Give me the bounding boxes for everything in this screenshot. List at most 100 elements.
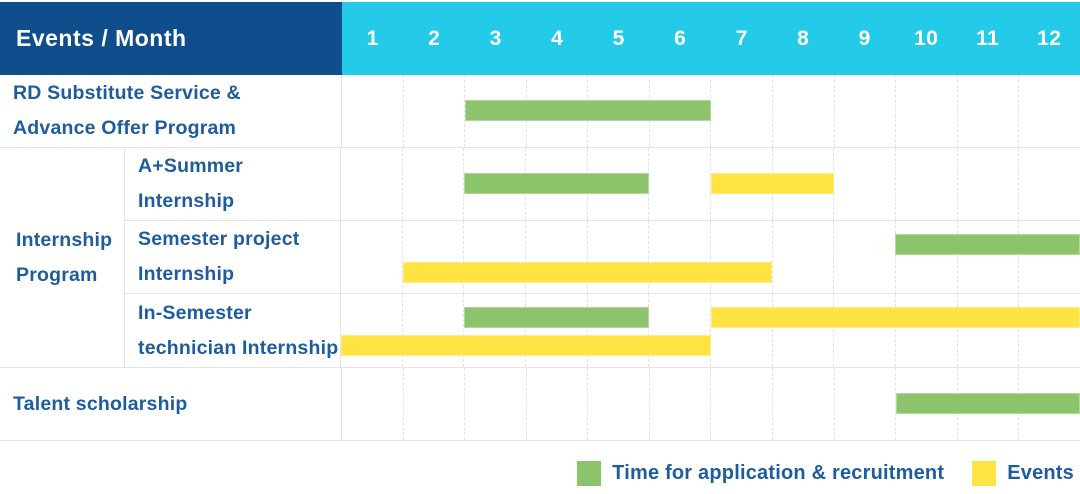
month-gridline-column	[833, 368, 896, 440]
row-label-cell: Semester project Internship	[125, 221, 341, 293]
month-label-6: 6	[674, 26, 687, 50]
month-gridline-column	[342, 368, 403, 440]
row-label-line: Advance Offer Program	[13, 117, 237, 139]
legend-label-application: Time for application & recruitment	[612, 461, 945, 484]
month-gridline-column	[956, 75, 1019, 147]
row-label-cell: Talent scholarship	[0, 368, 342, 440]
month-label-11: 11	[976, 26, 1000, 50]
row-timeline	[341, 294, 1080, 367]
table-body: RD Substitute Service & Advance Offer Pro…	[0, 75, 1080, 441]
gantt-bar-application	[895, 393, 1080, 414]
month-gridline-column	[710, 221, 772, 293]
month-gridline-column	[648, 148, 710, 220]
month-gridline-column	[1018, 221, 1080, 293]
month-gridline-column	[772, 75, 834, 147]
row-timeline	[342, 368, 1080, 440]
gantt-bar-application	[895, 234, 1080, 255]
month-gridline-column	[895, 221, 957, 293]
month-gridline-column	[1018, 294, 1080, 367]
month-gridline-column	[342, 75, 403, 147]
table-row: A+Summer Internship	[125, 148, 1080, 221]
month-label-2: 2	[428, 26, 441, 50]
month-label-1: 1	[366, 26, 379, 50]
row-label-line: Internship	[138, 190, 235, 212]
month-label-12: 12	[1037, 26, 1062, 50]
month-gridline-column	[1018, 148, 1080, 220]
row-label-line: RD Substitute Service &	[13, 82, 241, 104]
legend-label-events: Events	[1007, 461, 1074, 484]
table-row: Talent scholarship	[0, 368, 1080, 441]
month-gridline-column	[895, 75, 957, 147]
month-gridline-column	[341, 294, 402, 367]
schedule-table: Events / Month 1 2 3 4 5 6 7 8 9 10 11 12 RD Substi…	[0, 2, 1080, 441]
month-gridline-column	[525, 221, 587, 293]
legend-swatch-application	[577, 460, 602, 486]
month-label-3: 3	[489, 26, 502, 50]
month-gridline-column	[956, 294, 1019, 367]
month-gridline-column	[710, 368, 772, 440]
month-gridline-column	[586, 294, 649, 367]
row-label-line: Talent scholarship	[13, 392, 188, 415]
month-gridline-column	[463, 148, 525, 220]
month-gridline-column	[648, 368, 711, 440]
month-gridline-column	[401, 148, 464, 220]
month-gridline-column	[464, 368, 526, 440]
events-month-header-cell: Events / Month	[0, 2, 342, 75]
month-gridline-column	[1018, 75, 1080, 147]
month-label-8: 8	[797, 26, 810, 50]
month-gridline-column	[956, 221, 1019, 293]
group-label-cell: Internship Program	[0, 148, 125, 367]
gantt-bar-events	[710, 307, 1080, 328]
month-gridline-column	[833, 75, 896, 147]
gantt-bar-application	[464, 307, 649, 328]
month-gridline-column	[525, 368, 588, 440]
month-gridline-column	[648, 294, 710, 367]
gantt-bar-events	[341, 335, 711, 356]
group-label-line: Program	[16, 263, 98, 286]
group-subrows: A+Summer Internship Semester project Intern…	[125, 148, 1080, 367]
gantt-bar-application	[465, 100, 711, 121]
table-row: In-Semester technician Internship	[125, 294, 1080, 367]
month-gridline-column	[956, 148, 1019, 220]
row-label-line: In-Semester	[138, 301, 252, 324]
gantt-bar-events	[710, 173, 834, 194]
month-gridline-column	[341, 221, 402, 293]
month-gridline-column	[895, 148, 957, 220]
month-label-7: 7	[735, 26, 748, 50]
month-gridline-column	[401, 221, 464, 293]
month-gridline-column	[895, 294, 957, 367]
table-row: Semester project Internship	[125, 221, 1080, 294]
legend-swatch-events	[972, 460, 997, 486]
month-gridline-column	[401, 294, 464, 367]
month-gridline-column	[710, 75, 772, 147]
row-group-internship-program: Internship Program A+Summer Internship Semes…	[0, 148, 1080, 368]
month-gridline-column	[587, 368, 649, 440]
month-gridline-column	[402, 75, 465, 147]
row-label-line: Internship	[138, 263, 235, 285]
legend-item-events: Events	[972, 460, 1074, 486]
month-gridline-column	[648, 221, 710, 293]
row-label-cell: A+Summer Internship	[125, 148, 341, 220]
month-gridline-column	[464, 75, 526, 147]
month-gridline-column	[833, 294, 895, 367]
month-gridline-column	[710, 294, 772, 367]
group-label-line: Internship	[16, 228, 113, 251]
row-label-line: A+Summer	[138, 155, 244, 177]
month-header-strip: 1 2 3 4 5 6 7 8 9 10 11 12	[342, 2, 1080, 75]
table-header-row: Events / Month 1 2 3 4 5 6 7 8 9 10 11 12	[0, 2, 1080, 75]
month-gridline-column	[402, 368, 465, 440]
gantt-bar-application	[464, 173, 649, 194]
month-gridline-column	[463, 294, 525, 367]
month-gridline-column	[341, 148, 402, 220]
month-label-10: 10	[914, 26, 939, 50]
row-label-line: Semester project	[138, 228, 300, 250]
legend-item-application: Time for application & recruitment	[577, 460, 945, 486]
month-gridline-column	[463, 221, 525, 293]
row-timeline	[341, 221, 1080, 293]
gantt-bar-events	[402, 262, 773, 283]
month-label-9: 9	[858, 26, 871, 50]
month-label-5: 5	[612, 26, 625, 50]
row-label-line: technician Internship	[138, 336, 339, 359]
month-gridline-column	[586, 221, 649, 293]
